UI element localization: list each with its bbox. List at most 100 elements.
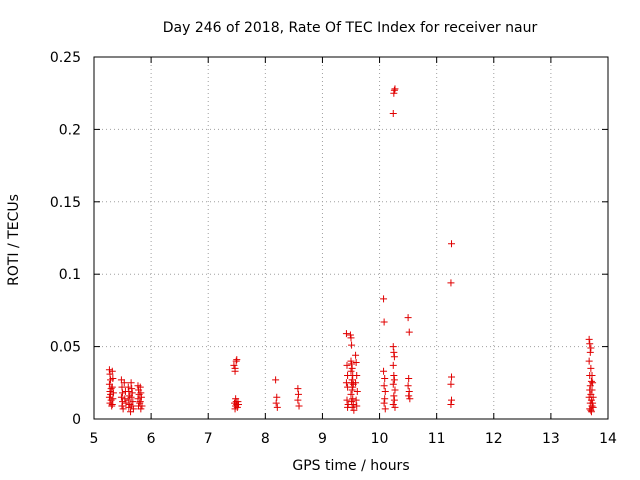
data-point [586,340,594,348]
data-point [380,318,388,326]
data-point [107,390,115,398]
y-tick-label: 0.15 [50,195,81,211]
data-point [128,402,136,410]
data-point [380,367,388,375]
x-tick-label: 12 [485,431,503,447]
data-point [348,376,356,384]
data-point [294,390,302,398]
data-point [347,367,355,375]
data-point [389,380,397,388]
data-point [346,331,354,339]
data-point [294,385,302,393]
data-point [273,393,281,401]
data-point [119,389,127,397]
data-point [585,357,593,365]
x-tick-label: 10 [371,431,389,447]
data-point [390,372,398,380]
data-point [231,405,239,413]
data-point [381,405,389,413]
y-tick-label: 0.1 [59,267,81,283]
data-point [231,367,239,375]
data-point [588,372,596,380]
data-point [448,396,456,404]
data-point [589,399,597,407]
data-point [390,348,398,356]
y-tick-label: 0.05 [50,340,81,356]
data-point [381,387,389,395]
data-point [390,86,398,94]
data-point [234,398,242,406]
x-tick-label: 6 [147,431,156,447]
data-point [589,379,597,387]
data-point [129,405,137,413]
data-point [405,392,413,400]
data-point [390,392,398,400]
data-point [381,374,389,382]
data-point [391,386,399,394]
data-point [118,383,126,391]
data-point [343,396,351,404]
data-point [118,402,126,410]
data-point [447,279,455,287]
data-point [108,383,116,391]
data-point [232,357,240,365]
data-point [406,395,414,403]
data-point [105,366,113,374]
x-tick-label: 13 [542,431,560,447]
x-tick-label: 7 [204,431,213,447]
data-point [127,408,135,416]
data-point [405,387,413,395]
plot-frame [93,56,609,420]
data-point [404,314,412,322]
data-point [348,398,356,406]
data-point [120,379,128,387]
data-point [586,405,594,413]
data-point [587,377,595,385]
data-point [117,393,125,401]
data-point [349,401,357,409]
data-point [233,356,241,364]
data-point [349,383,357,391]
data-point [352,351,360,359]
data-point [348,360,356,368]
data-point [349,395,357,403]
data-point [129,398,137,406]
data-point [380,295,388,303]
data-point [234,401,242,409]
data-point [390,396,398,404]
data-point [137,389,145,397]
data-point [347,357,355,365]
data-point [390,353,398,361]
data-point [106,387,114,395]
data-point [389,343,397,351]
y-tick-label: 0.25 [50,50,81,66]
axis-ticks: 5 6 7 8 9 10 11 12 13 14 0 0.05 0.1 0.15 0.2 0.25 [50,50,617,447]
x-tick-label: 9 [318,431,327,447]
data-point [391,85,399,93]
data-point [128,389,136,397]
data-point [353,372,361,380]
data-point [108,401,116,409]
data-point [124,396,132,404]
data-point [230,361,238,369]
data-point [348,364,356,372]
data-point [380,382,388,390]
data-point [108,402,116,410]
gridlines [94,57,608,419]
data-point [137,405,145,413]
data-point [294,396,302,404]
data-point [109,395,117,403]
data-point [353,387,361,395]
x-tick-label: 11 [428,431,446,447]
data-point [389,401,397,409]
y-tick-label: 0.2 [59,122,81,138]
data-point [109,374,117,382]
data-point [232,402,240,410]
data-point [390,376,398,384]
x-axis-label: GPS time / hours [292,458,409,474]
data-point [587,344,595,352]
data-point [588,386,596,394]
data-point [589,403,597,411]
